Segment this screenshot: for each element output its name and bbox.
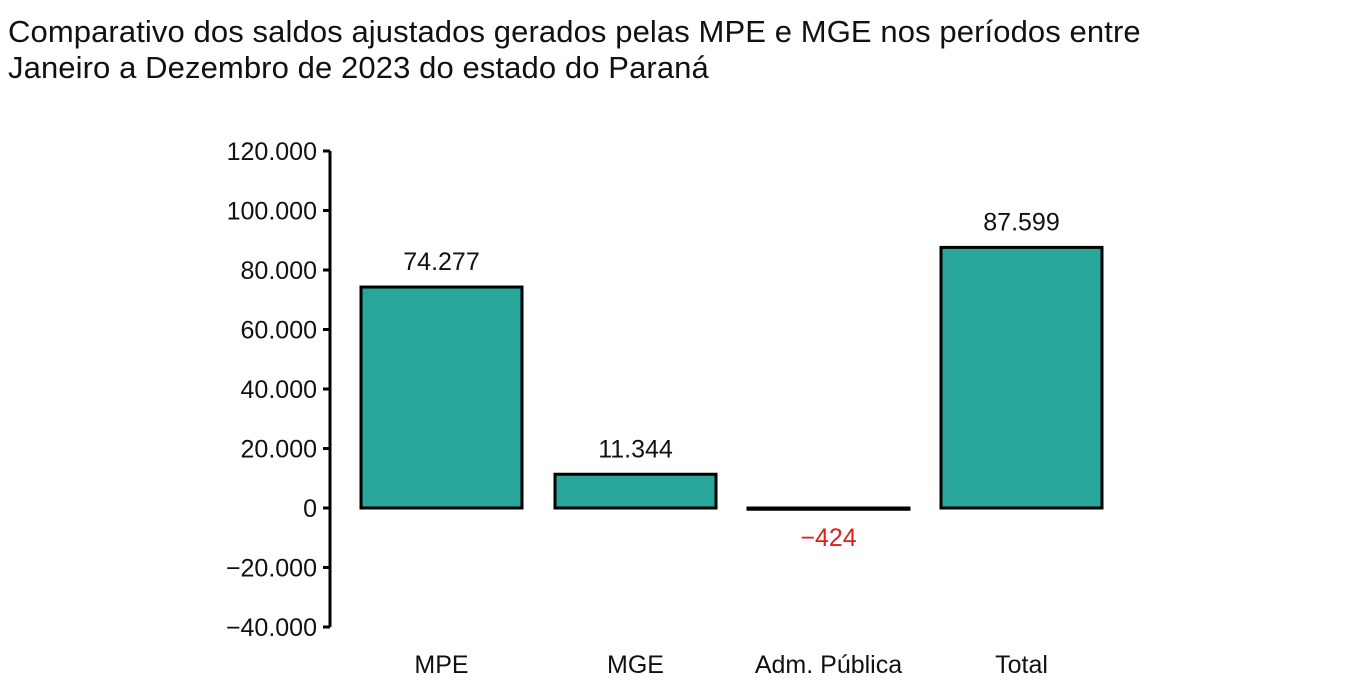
y-tick-label: 120.000	[227, 138, 317, 166]
x-tick-label: Adm. Pública	[755, 651, 902, 679]
x-tick-label: MGE	[607, 651, 664, 679]
bar-mpe	[359, 285, 524, 510]
chart-title: Comparativo dos saldos ajustados gerados…	[8, 14, 1141, 86]
bar-adm-p-blica	[746, 506, 911, 511]
x-tick-label: MPE	[414, 651, 468, 679]
bar-mge	[553, 472, 718, 510]
y-tick-label: 20.000	[241, 436, 317, 464]
chart-title-line1: Comparativo dos saldos ajustados gerados…	[8, 14, 1141, 49]
x-tick-label: Total	[995, 651, 1048, 679]
y-tick-label: 100.000	[227, 198, 317, 226]
y-tick-label: −20.000	[226, 555, 317, 583]
data-label: 11.344	[598, 435, 673, 463]
data-label: 87.599	[983, 208, 1059, 236]
data-label: 74.277	[403, 248, 479, 276]
bar-total	[939, 245, 1104, 510]
y-tick-label: 0	[303, 495, 317, 523]
y-tick-label: 40.000	[241, 376, 317, 404]
chart-title-line2: Janeiro a Dezembro de 2023 do estado do …	[8, 50, 709, 85]
y-tick-label: −40.000	[226, 614, 317, 642]
data-label: −424	[800, 524, 856, 552]
y-tick-label: 80.000	[241, 257, 317, 285]
y-tick-label: 60.000	[241, 317, 317, 345]
